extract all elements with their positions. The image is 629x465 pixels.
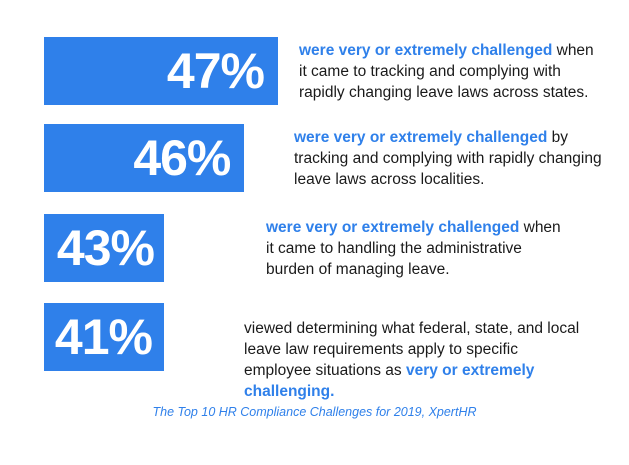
stat-value-label: 43% xyxy=(56,220,155,276)
stat-bar: 47% xyxy=(44,37,278,105)
source-citation: The Top 10 HR Compliance Challenges for … xyxy=(152,405,477,419)
stat-description-text: viewed determining what federal, state, … xyxy=(244,320,580,379)
stat-value-label: 41% xyxy=(54,309,153,365)
stat-value-label: 47% xyxy=(166,43,265,99)
stat-highlight: were very or extremely challenged xyxy=(299,42,553,59)
stat-bar: 41% xyxy=(44,303,164,371)
stat-description-text: when it came to tracking and complying w… xyxy=(299,42,594,101)
stat-description: were very or extremely challenged when i… xyxy=(266,217,566,280)
stat-description: were very or extremely challenged when i… xyxy=(299,40,604,103)
stat-description: viewed determining what federal, state, … xyxy=(244,318,584,402)
stat-bar: 43% xyxy=(44,214,164,282)
stat-description-text: when it came to handling the administrat… xyxy=(266,219,561,278)
stat-description: were very or extremely challenged by tra… xyxy=(294,127,604,190)
stat-highlight: were very or extremely challenged xyxy=(294,129,548,146)
stat-value-label: 46% xyxy=(133,130,231,186)
stat-description-text: by tracking and complying with rapidly c… xyxy=(294,129,602,188)
stat-bar: 46% xyxy=(44,124,245,192)
stat-highlight: were very or extremely challenged xyxy=(266,219,520,236)
stat-highlight: very or extremely challenging. xyxy=(244,362,535,400)
